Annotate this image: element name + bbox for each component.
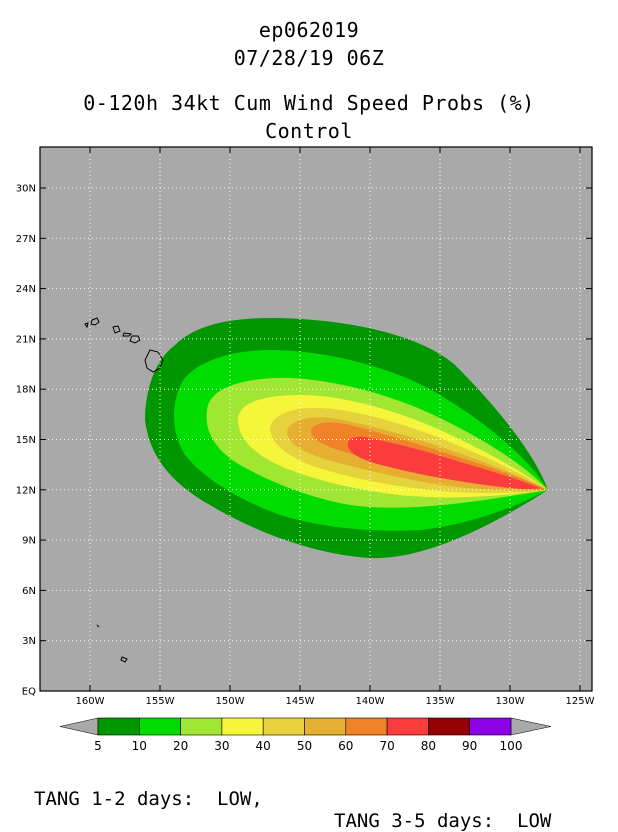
lat-label: 12N (16, 485, 36, 496)
lat-label: 3N (22, 636, 36, 647)
colorbar-right-arrow (510, 717, 552, 736)
tang-1-2-days: TANG 1-2 days: LOW, (34, 788, 263, 810)
probability-contours (145, 318, 548, 559)
storm-id-title: ep062019 (258, 18, 360, 42)
colorbar-swatch (345, 717, 388, 736)
lon-label: 155W (146, 696, 175, 707)
lat-label: 27N (16, 234, 36, 245)
colorbar-tick-label: 60 (338, 739, 353, 753)
run-title: Control (265, 119, 353, 143)
islet-palmyra (96, 624, 100, 628)
lat-label: 9N (22, 536, 36, 547)
longitude-axis: 160W 155W 150W 145W 140W 135W 130W 125W (76, 147, 595, 707)
islet-kiritimati (120, 656, 128, 663)
island-oahu (112, 325, 121, 334)
probability-map: 30N 27N 24N 21N 18N 15N 12N 9N 6N 3N EQ 160W 155W 15… (16, 146, 595, 753)
lon-label: 135W (426, 696, 455, 707)
island-kauai (90, 317, 100, 326)
lon-label: 130W (496, 696, 525, 707)
colorbar-left-arrow (59, 717, 99, 736)
contour-70-percent (347, 436, 540, 490)
product-title: 0-120h 34kt Cum Wind Speed Probs (%) (83, 91, 535, 115)
colorbar-tick-label: 50 (297, 739, 312, 753)
colorbar-swatch (221, 717, 264, 736)
colorbar-swatch (139, 717, 181, 736)
latitude-axis: 30N 27N 24N 21N 18N 15N 12N 9N 6N 3N EQ (16, 184, 592, 698)
tang-3-5-days: TANG 3-5 days: LOW (334, 810, 552, 832)
colorbar-swatch (97, 717, 140, 736)
colorbar-swatch (262, 717, 305, 736)
colorbar: 5 10 20 30 40 50 60 70 80 90 100 (59, 717, 552, 753)
island-niihau (84, 322, 89, 329)
colorbar-tick-label: 20 (173, 739, 188, 753)
colorbar-swatch (180, 717, 223, 736)
lat-lon-grid (40, 147, 592, 691)
lon-label: 125W (566, 696, 595, 707)
colorbar-tick-label: 40 (256, 739, 271, 753)
lon-label: 145W (286, 696, 315, 707)
island-molokai (122, 332, 133, 337)
colorbar-swatch (386, 717, 429, 736)
lat-label: 24N (16, 284, 36, 295)
lat-label: EQ (22, 687, 36, 698)
tang-footer: TANG 1-2 days: LOW, TANG 3-5 days: LOW (0, 766, 618, 832)
colorbar-swatch (304, 717, 347, 736)
map-frame (39, 146, 593, 692)
lat-label: 18N (16, 385, 36, 396)
colorbar-swatch (428, 717, 470, 736)
lon-label: 140W (356, 696, 385, 707)
coastlines (84, 317, 164, 663)
colorbar-tick-label: 90 (462, 739, 477, 753)
colorbar-tick-label: 5 (94, 739, 102, 753)
island-hawaii (144, 349, 164, 373)
colorbar-tick-label: 30 (214, 739, 229, 753)
forecast-datetime: 07/28/19 06Z (233, 46, 385, 70)
lat-label: 15N (16, 435, 36, 446)
colorbar-tick-label: 100 (500, 739, 523, 753)
island-maui (129, 335, 141, 344)
lat-label: 21N (16, 334, 36, 345)
lat-label: 6N (22, 586, 36, 597)
colorbar-tick-label: 80 (421, 739, 436, 753)
colorbar-tick-label: 70 (379, 739, 394, 753)
lat-label: 30N (16, 184, 36, 195)
colorbar-tick-label: 10 (132, 739, 147, 753)
lon-label: 150W (216, 696, 245, 707)
lon-label: 160W (76, 696, 105, 707)
colorbar-swatch (469, 717, 512, 736)
